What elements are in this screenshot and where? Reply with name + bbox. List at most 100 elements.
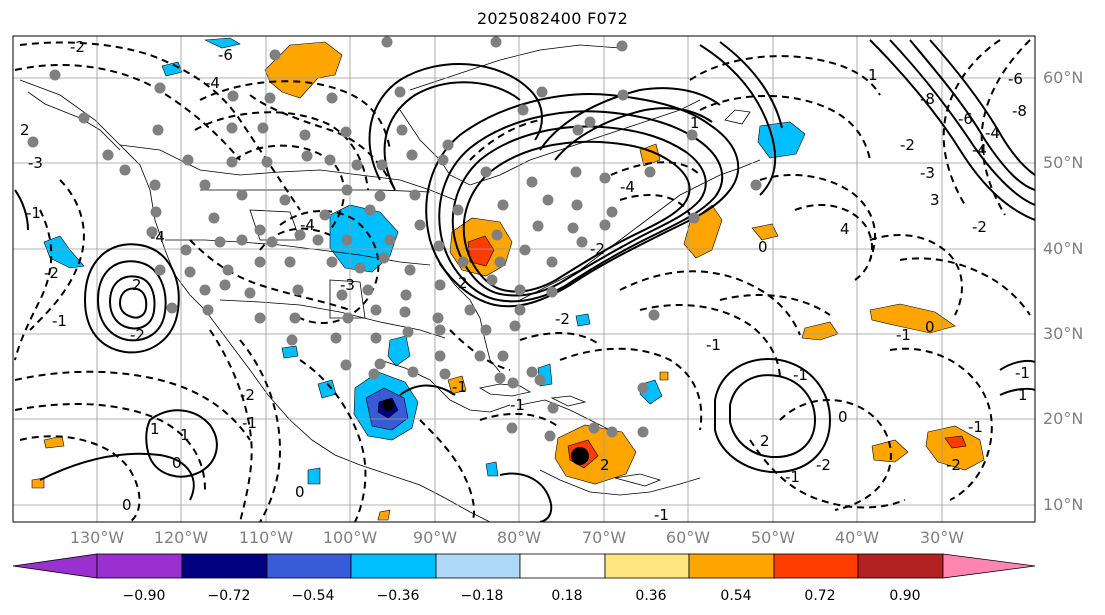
colorbar-segment bbox=[350, 553, 437, 579]
station-marker bbox=[637, 382, 649, 394]
lat-label: 20°N bbox=[1043, 409, 1084, 428]
contour-label: 1 bbox=[150, 420, 160, 438]
station-marker bbox=[534, 374, 546, 386]
station-marker bbox=[494, 372, 506, 384]
contour-label: 1 bbox=[180, 426, 190, 444]
station-marker bbox=[750, 179, 762, 191]
station-marker bbox=[384, 234, 396, 246]
station-marker bbox=[617, 89, 629, 101]
station-marker bbox=[567, 222, 579, 234]
contour-label: -1 bbox=[896, 326, 911, 344]
station-marker bbox=[434, 350, 446, 362]
station-marker bbox=[266, 236, 278, 248]
contour-label: -4 bbox=[972, 141, 987, 159]
station-marker bbox=[182, 154, 194, 166]
contour-label: 2 bbox=[600, 456, 610, 474]
station-marker bbox=[326, 256, 338, 268]
station-marker bbox=[399, 306, 411, 318]
colorbar-segment bbox=[688, 553, 775, 579]
contour-label: -1 bbox=[968, 418, 983, 436]
station-marker bbox=[312, 234, 324, 246]
station-marker bbox=[434, 279, 446, 291]
station-marker bbox=[351, 159, 363, 171]
station-marker bbox=[374, 190, 386, 202]
contour-label: -4 bbox=[620, 178, 635, 196]
station-marker bbox=[226, 156, 238, 168]
station-marker bbox=[362, 284, 374, 296]
station-marker bbox=[532, 220, 544, 232]
lon-label: 60°W bbox=[665, 528, 711, 547]
anomaly-negative bbox=[203, 37, 241, 49]
anomaly-negative bbox=[575, 313, 591, 327]
station-marker bbox=[269, 49, 281, 61]
station-marker bbox=[236, 234, 248, 246]
anomaly-negative bbox=[317, 379, 337, 399]
station-marker bbox=[407, 366, 419, 378]
station-marker bbox=[49, 69, 61, 81]
contour-label: -2 bbox=[972, 218, 987, 236]
anomaly-positive bbox=[801, 321, 839, 341]
station-marker bbox=[27, 136, 39, 148]
station-marker bbox=[286, 334, 298, 346]
lat-label: 30°N bbox=[1043, 324, 1084, 343]
contour-label: -1 bbox=[452, 378, 467, 396]
station-marker bbox=[519, 244, 531, 256]
anomaly-negative bbox=[281, 345, 299, 359]
station-marker bbox=[494, 256, 506, 268]
colorbar-tick-label: −0.18 bbox=[460, 588, 504, 604]
station-marker bbox=[319, 209, 331, 221]
station-marker bbox=[376, 159, 388, 171]
station-marker bbox=[457, 256, 469, 268]
contour-label: -4 bbox=[300, 216, 315, 234]
contour-label: -1 bbox=[654, 506, 669, 524]
station-marker bbox=[526, 176, 538, 188]
station-marker bbox=[292, 284, 304, 296]
anomaly-negative bbox=[161, 61, 183, 77]
station-marker bbox=[570, 166, 582, 178]
station-marker bbox=[154, 82, 166, 94]
positive-contours bbox=[14, 39, 1035, 522]
station-marker bbox=[571, 199, 583, 211]
station-marker bbox=[119, 164, 131, 176]
station-marker bbox=[289, 312, 301, 324]
station-marker bbox=[184, 266, 196, 278]
station-marker bbox=[254, 256, 266, 268]
anomaly-negative bbox=[43, 235, 85, 269]
contour-label: 1 bbox=[1018, 386, 1028, 404]
contour-label: 0 bbox=[758, 238, 768, 256]
contour-label: -8 bbox=[920, 90, 935, 108]
station-marker bbox=[342, 312, 354, 324]
contour-label: -2 bbox=[130, 326, 145, 344]
contour-label: -6 bbox=[958, 110, 973, 128]
station-marker bbox=[226, 122, 238, 134]
station-marker bbox=[402, 326, 414, 338]
lat-label: 10°N bbox=[1043, 495, 1084, 514]
station-marker bbox=[364, 204, 376, 216]
contour-label: 2 bbox=[760, 432, 770, 450]
lat-label: 60°N bbox=[1043, 68, 1084, 87]
station-marker bbox=[526, 366, 538, 378]
station-marker bbox=[279, 194, 291, 206]
station-marker bbox=[154, 264, 166, 276]
colorbar-tick-label: 0.72 bbox=[804, 588, 836, 604]
anomaly-positive bbox=[447, 375, 467, 395]
colorbar bbox=[12, 553, 1036, 579]
station-marker bbox=[199, 179, 211, 191]
station-marker bbox=[497, 350, 509, 362]
colorbar-segment bbox=[181, 553, 268, 579]
contour-label: -2 bbox=[816, 456, 831, 474]
station-marker bbox=[514, 304, 526, 316]
station-marker bbox=[637, 426, 649, 438]
station-marker bbox=[146, 226, 158, 238]
station-marker bbox=[648, 309, 660, 321]
colorbar-segment bbox=[266, 553, 352, 579]
station-marker bbox=[222, 264, 234, 276]
contour-label: -1 bbox=[793, 366, 808, 384]
colorbar-tick-label: 0.90 bbox=[889, 588, 921, 604]
station-marker bbox=[199, 284, 211, 296]
station-marker bbox=[432, 312, 444, 324]
contour-labels: -2 -6 -4 2 -4 2 -2 -1 1 0 1 0 -1 -2 2 -3… bbox=[20, 38, 1030, 524]
station-marker bbox=[208, 212, 220, 224]
station-marker bbox=[202, 304, 214, 316]
contour-label: -3 bbox=[28, 154, 43, 172]
